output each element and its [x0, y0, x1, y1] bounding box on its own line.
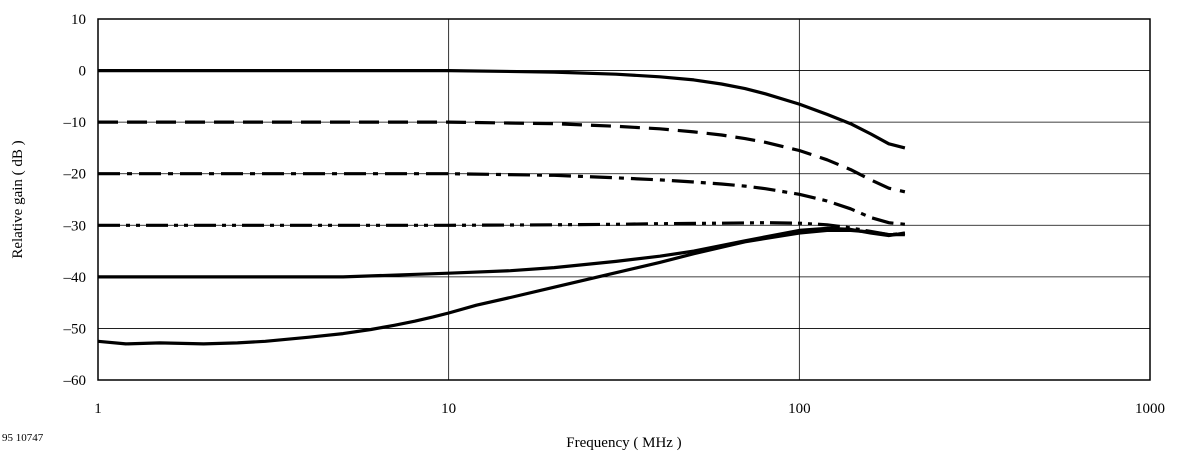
series-line-4: [98, 221, 906, 237]
series-line-1: [98, 68, 906, 150]
y-tick-label: –40: [63, 270, 87, 286]
y-tick-label: –10: [63, 115, 87, 131]
series-line-2: [98, 120, 906, 194]
x-axis-label: Frequency ( MHz ): [566, 435, 681, 451]
plot-frame: [97, 18, 1151, 381]
series-line-3: [98, 172, 906, 226]
tick-labels: 100–10–20–30–40–50–601 10 100 1000: [63, 12, 1166, 417]
x-tick-label: 1: [94, 401, 102, 417]
x-tick-label: 1000: [1135, 401, 1165, 417]
y-tick-label: –20: [63, 167, 87, 183]
series-lines: [97, 68, 906, 346]
y-tick-label: 10: [71, 12, 86, 28]
series-line-6: [97, 228, 905, 346]
y-axis-label: Relative gain ( dB ): [10, 140, 26, 258]
y-tick-label: –60: [63, 373, 87, 389]
y-tick-label: 0: [79, 64, 87, 80]
x-tick-label: 10: [441, 401, 456, 417]
figure-id: 95 10747: [2, 432, 44, 444]
x-tick-label: 100: [788, 401, 811, 417]
y-tick-label: –30: [63, 218, 87, 234]
y-tick-label: –50: [63, 321, 87, 337]
